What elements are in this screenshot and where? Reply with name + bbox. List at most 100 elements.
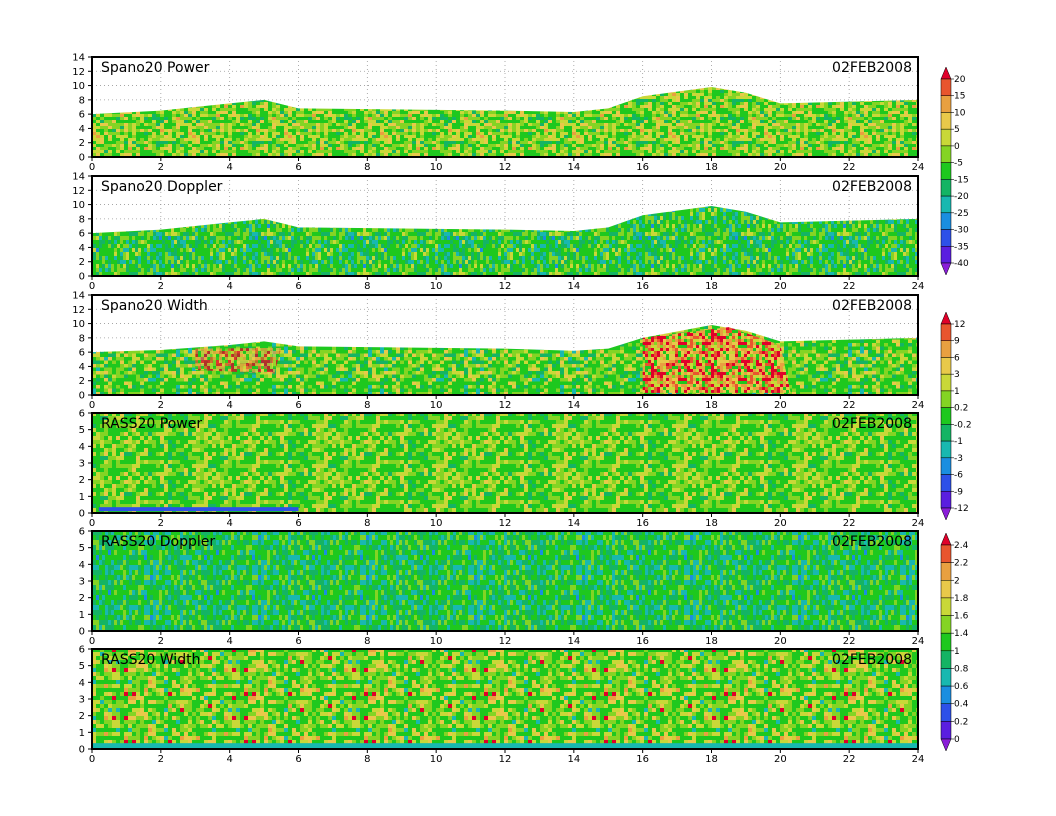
panel-title: Spano20 Doppler: [101, 179, 223, 195]
colorbar-end: [940, 532, 952, 546]
colorbar-label: -0.2: [954, 420, 972, 430]
colorbar-swatch: [940, 721, 952, 740]
x-tick-label: 10: [430, 162, 443, 173]
colorbar-label: -30: [954, 226, 969, 236]
colorbar-label: 6: [954, 353, 960, 363]
colorbar-label: 0.4: [954, 700, 969, 710]
colorbar-label: -20: [954, 192, 969, 202]
x-tick-label: 0: [89, 162, 95, 173]
x-tick-label: 8: [364, 400, 370, 411]
panel-title: Spano20 Power: [101, 60, 210, 76]
colorbar-power: 20 15 10 5 0 -5 -15 -20 -25 -30 -35 -40: [940, 66, 969, 276]
x-tick-label: 2: [158, 281, 164, 292]
colorbar-label: 2.2: [954, 559, 968, 569]
x-tick-label: 22: [843, 162, 856, 173]
y-tick-label: 0: [79, 627, 85, 638]
panel-date: 02FEB2008: [832, 179, 912, 195]
x-tick-label: 14: [567, 636, 580, 647]
colorbar-swatch: [940, 457, 952, 475]
x-tick-label: 10: [430, 754, 443, 765]
y-tick-label: 4: [79, 243, 85, 254]
colorbar-label: -40: [954, 259, 969, 269]
y-tick-label: 2: [79, 376, 85, 387]
x-tick-label: 14: [567, 518, 580, 529]
x-tick-label: 0: [89, 636, 95, 647]
x-tick-label: 18: [705, 400, 718, 411]
x-tick-label: 4: [226, 518, 232, 529]
x-tick-label: 18: [705, 162, 718, 173]
y-tick-label: 1: [79, 610, 85, 621]
y-tick-label: 14: [72, 172, 85, 183]
y-tick-label: 4: [79, 124, 85, 135]
y-tick-label: 0: [79, 509, 85, 520]
x-tick-label: 16: [636, 754, 649, 765]
y-tick-label: 10: [72, 319, 85, 330]
colorbar-end: [940, 311, 952, 325]
x-tick-label: 8: [364, 162, 370, 173]
panel-1: 0 2 4 6 8 10 12 14 16 18 20 22 2402468101214Spano20 …: [72, 53, 924, 174]
panel-title: RASS20 Width: [101, 652, 200, 668]
data-field-base: [92, 743, 918, 749]
y-tick-label: 12: [72, 305, 85, 316]
x-tick-label: 22: [843, 400, 856, 411]
colorbar-label: 20: [954, 75, 966, 85]
y-tick-label: 2: [79, 711, 85, 722]
x-tick-label: 6: [295, 400, 301, 411]
x-tick-label: 24: [912, 636, 925, 647]
x-tick-label: 2: [158, 518, 164, 529]
y-tick-label: 6: [79, 527, 85, 538]
x-tick-label: 16: [636, 162, 649, 173]
colorbar-swatch: [940, 562, 952, 581]
colorbar-label: 2.4: [954, 541, 969, 551]
y-tick-label: 2: [79, 593, 85, 604]
colorbar-label: 1.6: [954, 612, 969, 622]
y-tick-label: 10: [72, 200, 85, 211]
colorbar-label: -9: [954, 487, 963, 497]
colorbar-swatch: [940, 95, 952, 113]
colorbar-label: -5: [954, 159, 963, 169]
y-tick-label: 6: [79, 409, 85, 420]
colorbar-swatch: [940, 491, 952, 509]
x-tick-label: 6: [295, 636, 301, 647]
x-tick-label: 6: [295, 518, 301, 529]
y-tick-label: 1: [79, 728, 85, 739]
panel-title: Spano20 Width: [101, 298, 208, 314]
colorbar-swatch: [940, 407, 952, 425]
x-tick-label: 10: [430, 518, 443, 529]
x-tick-label: 24: [912, 400, 925, 411]
x-tick-label: 24: [912, 281, 925, 292]
y-tick-label: 3: [79, 695, 85, 706]
x-tick-label: 14: [567, 754, 580, 765]
y-tick-label: 1: [79, 492, 85, 503]
x-tick-label: 20: [774, 754, 787, 765]
x-tick-label: 20: [774, 518, 787, 529]
data-field-low: [98, 507, 299, 512]
data-field: [92, 87, 918, 157]
colorbar-label: 1: [954, 387, 960, 397]
x-tick-label: 12: [499, 162, 512, 173]
panel-3: 0 2 4 6 8 10 12 14 16 18 20 22 2402468101214Spano20 …: [72, 291, 924, 412]
colorbar-swatch: [940, 195, 952, 214]
data-field-high-width: [195, 347, 282, 374]
panel-date: 02FEB2008: [832, 652, 912, 668]
y-tick-label: 0: [79, 153, 85, 164]
x-tick-label: 8: [364, 518, 370, 529]
colorbar-swatch: [940, 597, 952, 616]
colorbar-label: -1: [954, 437, 963, 447]
x-tick-label: 2: [158, 754, 164, 765]
colorbar-swatch: [940, 246, 952, 264]
colorbar-end: [940, 507, 952, 521]
colorbar-swatch: [940, 145, 952, 163]
colorbar-label: 1.8: [954, 594, 969, 604]
colorbar-label: 1: [954, 647, 960, 657]
x-tick-label: 0: [89, 281, 95, 292]
x-tick-label: 2: [158, 400, 164, 411]
data-field-high-width: [642, 327, 791, 393]
x-tick-label: 12: [499, 281, 512, 292]
x-tick-label: 4: [226, 162, 232, 173]
x-tick-label: 22: [843, 281, 856, 292]
colorbar-swatch: [940, 440, 952, 459]
y-tick-label: 5: [79, 543, 85, 554]
data-field: [92, 413, 918, 513]
